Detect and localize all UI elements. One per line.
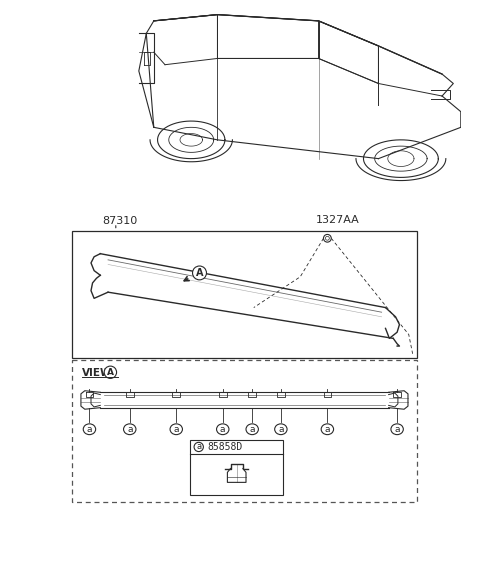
Circle shape bbox=[104, 366, 117, 378]
Text: a: a bbox=[173, 425, 179, 434]
Text: 1327AA: 1327AA bbox=[316, 215, 360, 225]
Text: a: a bbox=[220, 425, 226, 434]
Text: a: a bbox=[278, 425, 284, 434]
Ellipse shape bbox=[321, 424, 334, 435]
Text: A: A bbox=[107, 368, 114, 377]
Text: 85858D: 85858D bbox=[207, 442, 242, 452]
Ellipse shape bbox=[194, 443, 204, 452]
Ellipse shape bbox=[246, 424, 258, 435]
Bar bbox=[72, 360, 417, 502]
Ellipse shape bbox=[123, 424, 136, 435]
Text: a: a bbox=[127, 425, 132, 434]
Ellipse shape bbox=[170, 424, 182, 435]
Circle shape bbox=[324, 234, 331, 242]
Text: a: a bbox=[395, 425, 400, 434]
Bar bbox=[72, 231, 417, 358]
Text: 87310: 87310 bbox=[103, 216, 138, 226]
Ellipse shape bbox=[391, 424, 403, 435]
Bar bbox=[190, 440, 283, 495]
FancyArrowPatch shape bbox=[184, 277, 189, 281]
Text: VIEW: VIEW bbox=[82, 368, 112, 378]
Text: a: a bbox=[324, 425, 330, 434]
Ellipse shape bbox=[83, 424, 96, 435]
Ellipse shape bbox=[275, 424, 287, 435]
Text: a: a bbox=[250, 425, 255, 434]
Circle shape bbox=[192, 266, 206, 280]
Ellipse shape bbox=[216, 424, 229, 435]
Text: a: a bbox=[196, 443, 201, 451]
Text: a: a bbox=[87, 425, 92, 434]
Text: A: A bbox=[196, 268, 203, 278]
